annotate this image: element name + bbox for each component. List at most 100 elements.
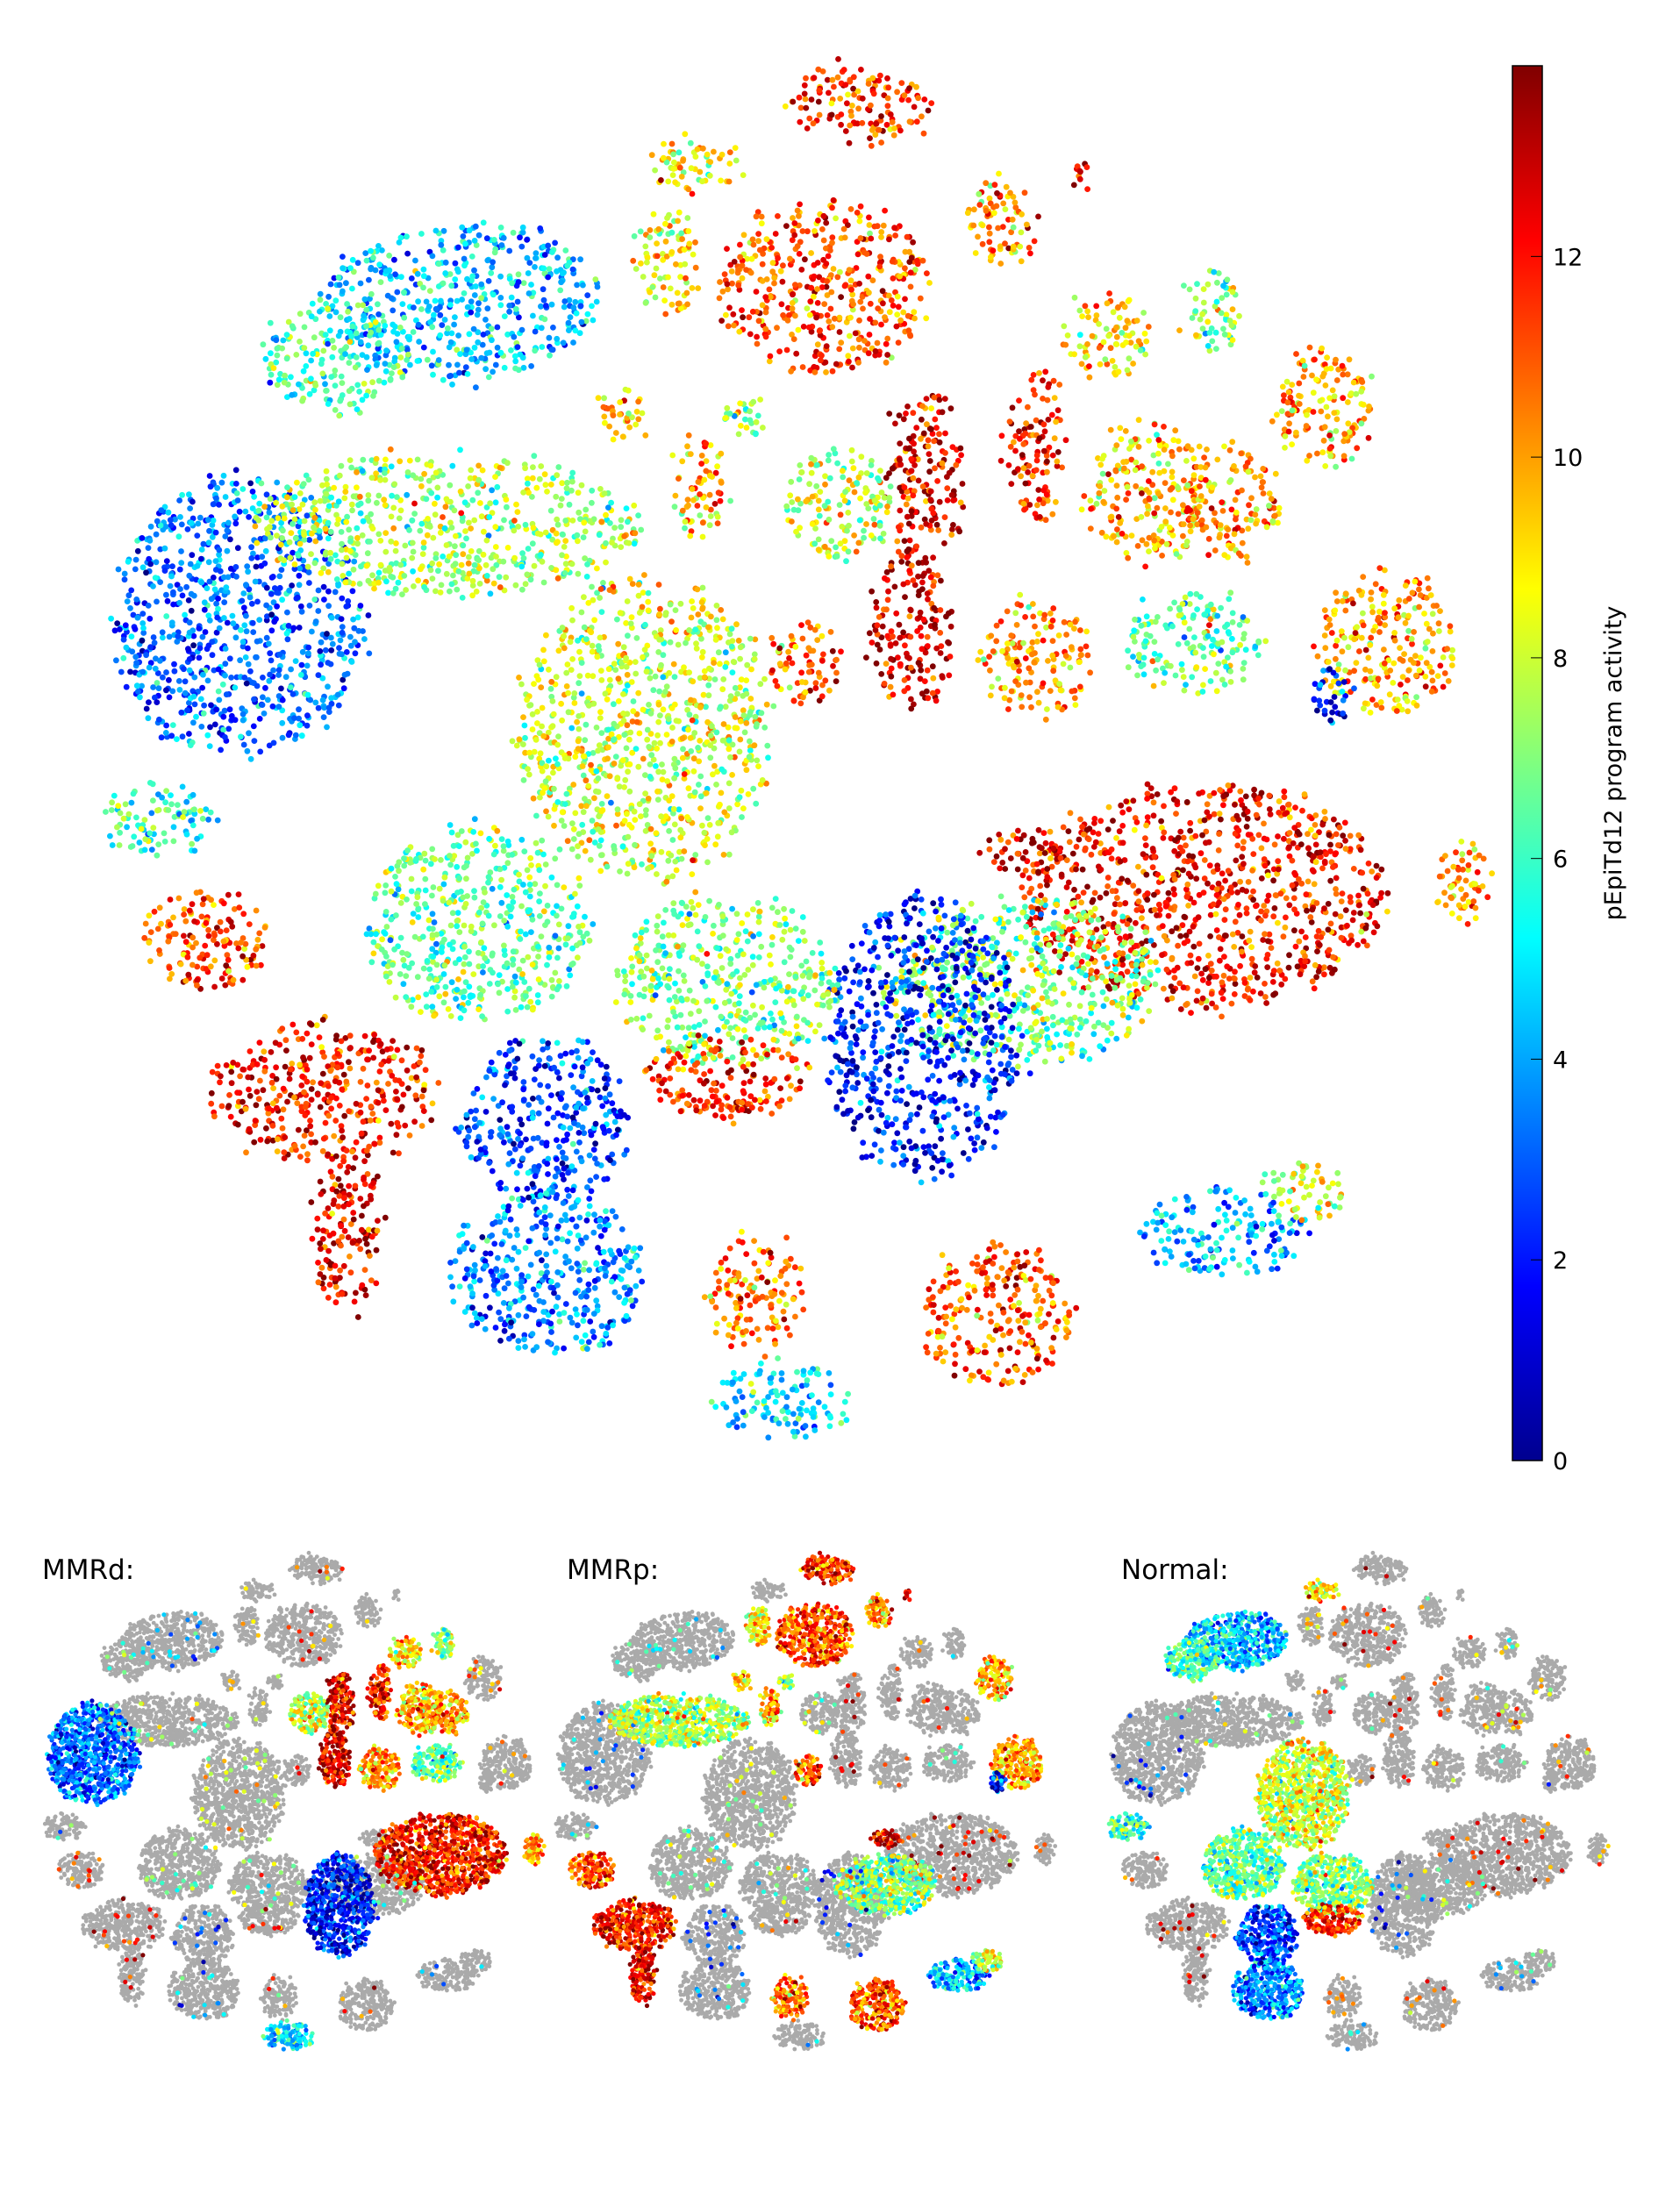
scatter-point <box>914 257 920 264</box>
scatter-point <box>727 497 733 504</box>
scatter-point <box>633 746 640 752</box>
scatter-point <box>1151 421 1158 428</box>
scatter-point <box>877 254 883 261</box>
scatter-point <box>509 738 516 745</box>
scatter-point <box>836 329 843 335</box>
scatter-point <box>709 723 715 730</box>
scatter-point <box>894 311 901 318</box>
scatter-point <box>315 672 322 678</box>
scatter-point <box>1042 368 1049 375</box>
scatter-point <box>690 605 697 611</box>
scatter-point <box>829 204 835 211</box>
scatter-point <box>551 822 557 829</box>
scatter-point <box>297 672 304 678</box>
scatter-point <box>365 612 372 618</box>
scatter-point <box>753 418 760 425</box>
scatter-point <box>555 733 561 739</box>
scatter-point <box>176 497 183 504</box>
scatter-point <box>590 317 597 324</box>
scatter-point <box>435 357 442 363</box>
scatter-point <box>271 618 278 625</box>
scatter-point <box>490 566 497 573</box>
scatter-point <box>737 400 743 407</box>
scatter-point <box>564 838 571 845</box>
scatter-point <box>464 371 471 377</box>
scatter-point <box>999 224 1006 230</box>
scatter-point <box>878 489 885 496</box>
scatter-point <box>1071 351 1077 358</box>
scatter-point <box>531 562 538 569</box>
scatter-point <box>855 474 862 481</box>
scatter-point <box>583 721 590 728</box>
scatter-point <box>1223 291 1230 298</box>
scatter-point <box>290 691 297 697</box>
scatter-point <box>796 212 802 219</box>
scatter-point <box>337 314 344 321</box>
scatter-point <box>798 469 805 475</box>
scatter-point <box>326 313 333 319</box>
scatter-point <box>887 111 894 118</box>
scatter-point <box>824 76 831 83</box>
scatter-point <box>274 345 281 352</box>
scatter-point <box>772 231 779 237</box>
scatter-point <box>296 582 303 589</box>
scatter-point <box>290 507 297 513</box>
scatter-point <box>216 696 223 704</box>
scatter-point <box>383 347 390 354</box>
scatter-point <box>673 627 679 633</box>
scatter-point <box>152 665 159 672</box>
scatter-point <box>676 149 683 156</box>
scatter-point <box>374 499 380 506</box>
scatter-point <box>747 635 754 642</box>
scatter-point <box>336 412 343 419</box>
scatter-point <box>492 544 499 550</box>
scatter-point <box>796 476 803 482</box>
scatter-point <box>274 532 280 539</box>
scatter-point <box>216 502 223 508</box>
scatter-point <box>420 344 427 351</box>
scatter-point <box>1214 279 1220 286</box>
scatter-point <box>1049 511 1056 518</box>
scatter-point <box>733 725 740 732</box>
scatter-point <box>685 726 691 733</box>
scatter-point <box>542 482 549 489</box>
scatter-point <box>875 475 881 482</box>
scatter-point <box>568 604 575 611</box>
scatter-point <box>263 634 270 641</box>
scatter-point <box>794 207 801 214</box>
scatter-point <box>322 381 328 388</box>
scatter-point <box>919 483 926 489</box>
scatter-point <box>1221 552 1228 559</box>
scatter-point <box>701 674 708 681</box>
scatter-point <box>561 645 568 652</box>
scatter-point <box>755 238 761 245</box>
scatter-point <box>162 730 169 736</box>
scatter-point <box>347 547 354 554</box>
scatter-point <box>251 493 257 500</box>
scatter-point <box>418 306 425 312</box>
scatter-point <box>728 625 735 632</box>
scatter-point <box>179 733 186 740</box>
scatter-point <box>746 754 753 761</box>
scatter-point <box>283 332 290 338</box>
scatter-point <box>311 596 318 603</box>
scatter-point <box>340 288 346 295</box>
scatter-point <box>562 518 569 524</box>
scatter-point <box>1296 392 1302 399</box>
scatter-point <box>546 666 552 673</box>
scatter-point <box>566 501 573 508</box>
scatter-point <box>632 841 638 848</box>
scatter-point <box>975 233 981 240</box>
scatter-point <box>706 665 712 672</box>
scatter-point <box>1268 496 1275 502</box>
scatter-point <box>512 358 519 365</box>
scatter-point <box>199 633 206 640</box>
scatter-point <box>930 510 937 517</box>
scatter-point <box>1040 447 1047 454</box>
scatter-point <box>1125 298 1132 304</box>
scatter-point <box>263 584 270 591</box>
scatter-point <box>635 416 642 423</box>
scatter-point <box>602 690 609 697</box>
scatter-point <box>1097 361 1104 368</box>
scatter-point <box>419 551 426 557</box>
